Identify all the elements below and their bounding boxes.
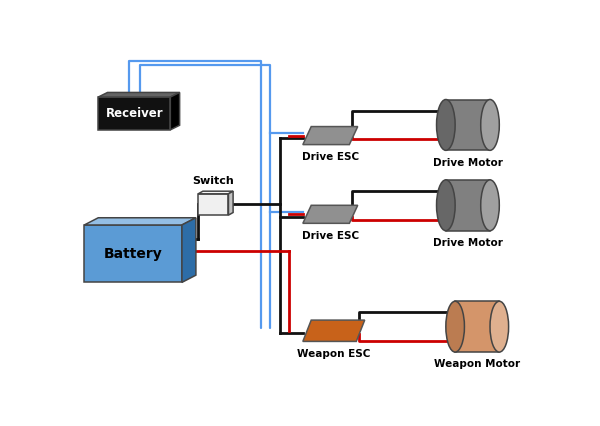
Bar xyxy=(446,180,490,231)
Ellipse shape xyxy=(446,301,464,352)
Text: Weapon Motor: Weapon Motor xyxy=(434,359,520,369)
Polygon shape xyxy=(229,191,233,215)
Ellipse shape xyxy=(437,180,455,231)
Polygon shape xyxy=(182,218,196,282)
Bar xyxy=(455,301,499,352)
Ellipse shape xyxy=(437,100,455,150)
Text: Drive Motor: Drive Motor xyxy=(433,158,503,167)
Polygon shape xyxy=(303,320,365,341)
Bar xyxy=(446,100,490,150)
Ellipse shape xyxy=(481,180,499,231)
Polygon shape xyxy=(98,92,179,97)
Text: Switch: Switch xyxy=(193,176,234,186)
Bar xyxy=(84,225,182,282)
Ellipse shape xyxy=(481,100,499,150)
Polygon shape xyxy=(198,191,233,194)
Text: Battery: Battery xyxy=(104,247,163,261)
Polygon shape xyxy=(303,127,358,144)
Ellipse shape xyxy=(490,301,509,352)
Polygon shape xyxy=(170,92,179,130)
Text: Receiver: Receiver xyxy=(106,107,163,120)
Text: Drive Motor: Drive Motor xyxy=(433,238,503,248)
Polygon shape xyxy=(84,218,196,225)
Bar xyxy=(98,97,170,130)
Bar xyxy=(198,194,229,215)
Text: Drive ESC: Drive ESC xyxy=(302,230,359,241)
Text: Weapon ESC: Weapon ESC xyxy=(297,348,370,359)
Polygon shape xyxy=(303,205,358,223)
Text: Drive ESC: Drive ESC xyxy=(302,152,359,162)
